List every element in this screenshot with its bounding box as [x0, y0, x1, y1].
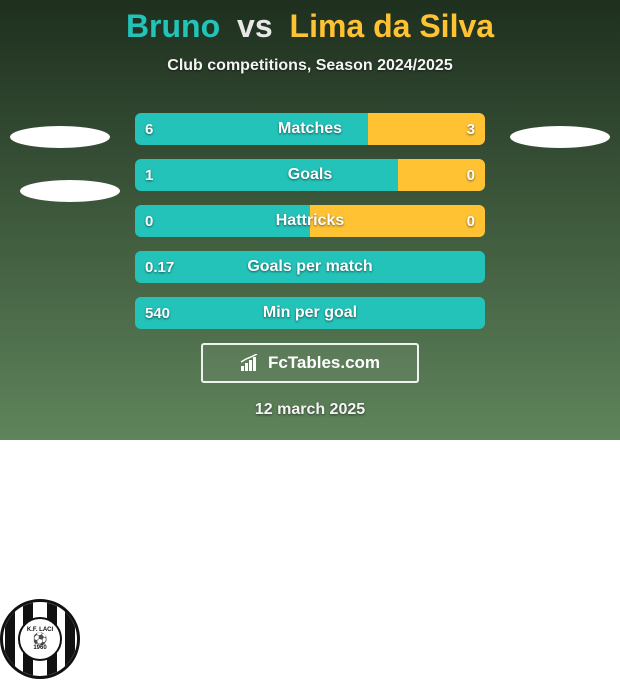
- kf-laci-center: K.F. LACI ⚽ 1960: [18, 617, 62, 661]
- stat-label: Goals per match: [135, 251, 485, 283]
- stat-value-left: 540: [135, 297, 180, 329]
- stat-value-right: 0: [457, 205, 485, 237]
- stat-label: Min per goal: [135, 297, 485, 329]
- watermark-text: FcTables.com: [268, 353, 380, 373]
- player1-crest-placeholder-2: [20, 180, 120, 202]
- stat-row: Goals1 0: [135, 159, 485, 191]
- kf-laci-inner: K.F. LACI ⚽ 1960: [0, 599, 80, 679]
- player2-crest-placeholder: [510, 126, 610, 148]
- chart-icon: [240, 354, 262, 372]
- comparison-infographic: Bruno vs Lima da Silva Club competitions…: [0, 0, 620, 580]
- stat-value-left: 1: [135, 159, 163, 191]
- stat-value-left: 0.17: [135, 251, 184, 283]
- stat-label: Matches: [135, 113, 485, 145]
- stat-label: Goals: [135, 159, 485, 191]
- vs-text: vs: [229, 8, 281, 44]
- stat-value-left: 6: [135, 113, 163, 145]
- stat-row: Goals per match0.17: [135, 251, 485, 283]
- watermark: FcTables.com: [201, 343, 419, 383]
- stat-row: Hattricks0 0: [135, 205, 485, 237]
- kf-laci-crest: K.F. LACI ⚽ 1960: [0, 589, 90, 689]
- player1-name: Bruno: [126, 8, 220, 44]
- stat-value-right: 0: [457, 159, 485, 191]
- stat-value-left: 0: [135, 205, 163, 237]
- page-title: Bruno vs Lima da Silva: [0, 0, 620, 45]
- subtitle: Club competitions, Season 2024/2025: [0, 57, 620, 75]
- soccer-ball-icon: ⚽: [33, 633, 48, 645]
- date: 12 march 2025: [0, 401, 620, 419]
- kf-laci-year: 1960: [33, 645, 46, 651]
- stat-value-right: 3: [457, 113, 485, 145]
- stat-row: Min per goal540: [135, 297, 485, 329]
- player2-name: Lima da Silva: [290, 8, 495, 44]
- stat-row: Matches6 3: [135, 113, 485, 145]
- stat-label: Hattricks: [135, 205, 485, 237]
- player1-crest-placeholder: [10, 126, 110, 148]
